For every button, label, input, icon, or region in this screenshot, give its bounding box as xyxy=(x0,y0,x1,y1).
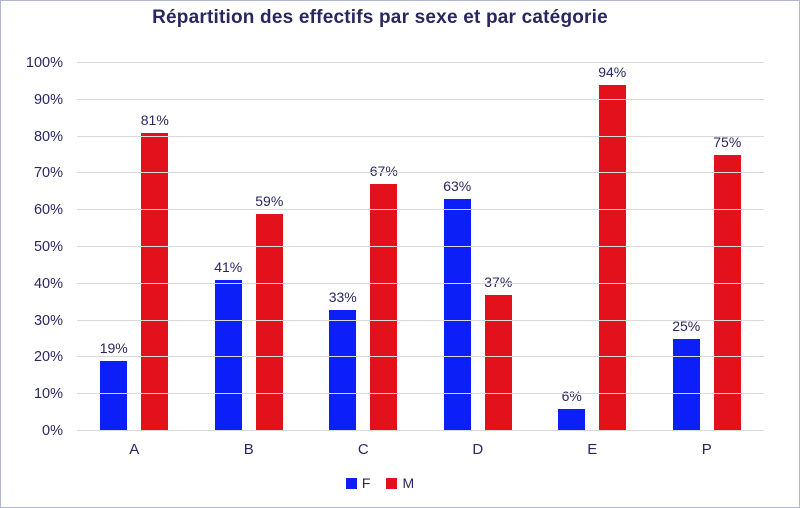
bar-f-p xyxy=(672,339,700,431)
bar-col: 81% xyxy=(141,63,169,431)
bar-group-p: 25% 75% xyxy=(650,63,765,431)
bar-value-label: 6% xyxy=(561,387,582,404)
gridline xyxy=(77,135,764,137)
chart-title: Répartition des effectifs par sexe et pa… xyxy=(152,7,608,28)
bar-value-label: 67% xyxy=(369,163,398,180)
bar-col: 75% xyxy=(713,63,741,431)
y-tick-label: 40% xyxy=(33,275,63,292)
bar-value-label: 81% xyxy=(140,111,169,128)
gridline xyxy=(77,356,764,358)
bar-col: 94% xyxy=(598,63,626,431)
bar-group-c: 33% 67% xyxy=(306,63,421,431)
bar-value-label: 19% xyxy=(99,340,128,357)
bar-col: 6% xyxy=(558,63,586,431)
x-tick-label-p: P xyxy=(701,441,712,458)
bar-m-b xyxy=(255,213,283,431)
gridline xyxy=(77,393,764,395)
gridline xyxy=(77,62,764,63)
legend-swatch-icon xyxy=(345,477,357,489)
bar-group-d: 63% 37% xyxy=(421,63,536,431)
gridline xyxy=(77,98,764,100)
y-tick-label: 20% xyxy=(33,349,63,366)
bar-col: 33% xyxy=(329,63,357,431)
y-tick-label: 50% xyxy=(33,239,63,255)
gridline xyxy=(77,172,764,174)
bar-m-a xyxy=(141,132,169,431)
gridline xyxy=(77,282,764,284)
gridline xyxy=(77,209,764,211)
bar-col: 25% xyxy=(672,63,700,431)
y-tick-label: 30% xyxy=(33,312,63,329)
y-tick-label: 70% xyxy=(33,165,63,182)
bar-col: 37% xyxy=(484,63,512,431)
bar-col: 59% xyxy=(255,63,283,431)
x-tick-label-c: C xyxy=(357,441,369,458)
bar-value-label: 37% xyxy=(484,273,513,290)
bar-group-a: 19% 81% xyxy=(77,63,192,431)
bar-m-e xyxy=(598,85,626,431)
legend-swatch-icon xyxy=(386,477,398,489)
x-tick-label-b: B xyxy=(243,441,254,458)
bar-value-label: 59% xyxy=(255,192,284,209)
plot-area: 19% 81% 41% 59% 33% 67% 63% 37% 6% 94% 25% 75% A B C D… xyxy=(26,55,764,458)
bar-col: 41% xyxy=(214,63,242,431)
bar-col: 67% xyxy=(370,63,398,431)
bar-m-c xyxy=(370,184,398,431)
bar-value-label: 25% xyxy=(672,318,701,334)
bar-f-b xyxy=(214,280,242,431)
bar-value-label: 63% xyxy=(443,178,472,195)
bar-col: 19% xyxy=(100,63,128,431)
bar-group-b: 41% 59% xyxy=(192,63,307,431)
bar-f-e xyxy=(558,408,586,431)
legend-label: F xyxy=(361,475,371,491)
y-tick-label: 10% xyxy=(33,386,63,403)
y-tick-label: 80% xyxy=(33,128,63,145)
bar-value-label: 94% xyxy=(598,64,627,81)
bar-m-p xyxy=(713,155,741,431)
bar-f-a xyxy=(100,361,128,431)
y-tick-label: 60% xyxy=(33,202,63,219)
y-tick-label: 90% xyxy=(33,91,63,108)
bar-groups: 19% 81% 41% 59% 33% 67% 63% 37% 6% 94% 25% 75% xyxy=(77,63,764,431)
y-tick-label: 100% xyxy=(25,55,63,71)
bar-f-d xyxy=(443,199,471,431)
gridline xyxy=(77,430,764,431)
legend-item-f: F xyxy=(345,475,371,491)
x-tick-label-d: D xyxy=(472,441,484,458)
bar-value-label: 75% xyxy=(713,134,742,150)
legend-item-m: M xyxy=(386,475,414,491)
x-tick-label-e: E xyxy=(587,441,598,458)
bar-col: 63% xyxy=(443,63,471,431)
legend-label: M xyxy=(402,475,415,491)
bar-m-d xyxy=(484,294,512,431)
gridline xyxy=(77,246,764,247)
bar-group-e: 6% 94% xyxy=(535,63,650,431)
gridline xyxy=(77,319,764,321)
y-tick-label: 0% xyxy=(42,423,63,439)
bar-value-label: 41% xyxy=(214,259,243,276)
x-tick-label-a: A xyxy=(129,441,140,458)
bar-value-label: 33% xyxy=(328,288,357,305)
bar-f-c xyxy=(329,309,357,431)
